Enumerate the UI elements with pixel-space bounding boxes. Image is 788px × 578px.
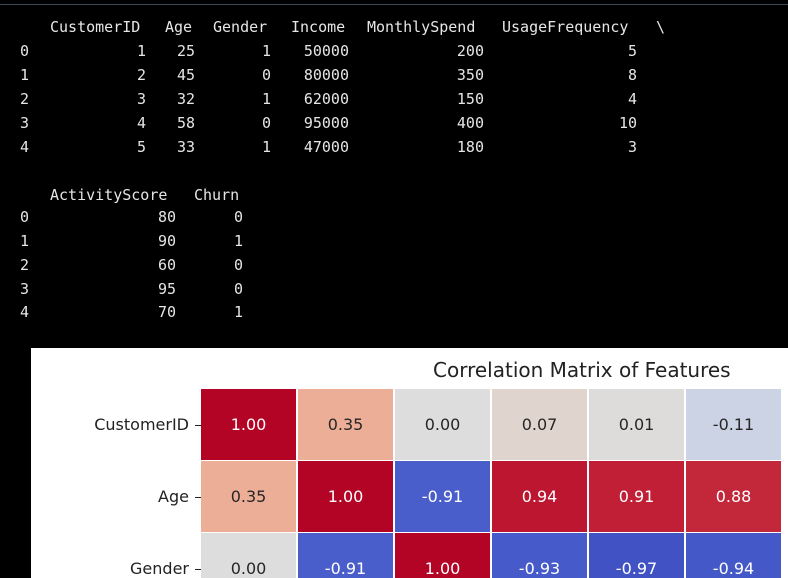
cell-gender: 0	[261, 114, 271, 132]
col-header-activityscore: ActivityScore	[50, 186, 168, 204]
cell-churn: 0	[233, 280, 243, 298]
heatmap-cell: 0.94	[492, 461, 588, 533]
cell-churn: 1	[233, 303, 243, 321]
row-index: 1	[20, 232, 30, 250]
row-index: 1	[20, 66, 30, 84]
cell-customerid: 3	[136, 90, 146, 108]
row-index: 0	[20, 208, 30, 226]
heatmap-cell: 0.07	[492, 389, 588, 461]
row-index: 2	[20, 256, 30, 274]
cell-customerid: 5	[136, 138, 146, 156]
cell-income: 95000	[303, 114, 349, 132]
cell-income: 50000	[303, 42, 349, 60]
console-output: CustomerID Age Gender Income MonthlySpen…	[20, 18, 666, 321]
cell-monthlyspend: 180	[456, 138, 484, 156]
cell-activityscore: 60	[157, 256, 176, 274]
cell-age: 33	[176, 138, 195, 156]
y-tick-label: Gender	[130, 559, 189, 578]
heatmap-cell: 0.35	[201, 461, 297, 533]
heatmap-cell: 1.00	[298, 461, 394, 533]
heatmap-cell: -0.11	[686, 389, 782, 461]
col-header-usagefrequency: UsageFrequency	[502, 18, 629, 36]
cell-income: 80000	[303, 66, 349, 84]
cell-usagefrequency: 4	[627, 90, 637, 108]
heatmap-cell: 0.88	[686, 461, 782, 533]
cell-activityscore: 80	[157, 208, 176, 226]
col-header-monthlyspend: MonthlySpend	[367, 18, 476, 36]
cell-activityscore: 70	[157, 303, 176, 321]
cell-income: 47000	[303, 138, 349, 156]
cell-activityscore: 90	[157, 232, 176, 250]
cell-activityscore: 95	[157, 280, 176, 298]
heatmap-cell: 0.00	[395, 389, 491, 461]
cell-monthlyspend: 150	[456, 90, 484, 108]
row-index: 3	[20, 280, 30, 298]
heatmap-cell: -0.91	[395, 461, 491, 533]
y-tick	[195, 425, 201, 426]
heatmap-cell: 0.01	[589, 389, 685, 461]
output-area-border	[0, 0, 788, 5]
heatmap-cell: -0.97	[589, 533, 685, 578]
cell-age: 58	[176, 114, 195, 132]
col-header-customerid: CustomerID	[50, 18, 141, 36]
heatmap-cell: 1.00	[395, 533, 491, 578]
y-tick	[195, 497, 201, 498]
cell-gender: 1	[261, 90, 271, 108]
cell-usagefrequency: 5	[627, 42, 637, 60]
row-index: 4	[20, 138, 30, 156]
cell-income: 62000	[303, 90, 349, 108]
heatmap-cell: 0.91	[589, 461, 685, 533]
y-tick-label: Age	[158, 487, 189, 506]
cell-age: 25	[176, 42, 195, 60]
row-index: 2	[20, 90, 30, 108]
cell-usagefrequency: 10	[618, 114, 637, 132]
cell-gender: 1	[261, 138, 271, 156]
cell-gender: 1	[261, 42, 271, 60]
heatmap-cell: -0.94	[686, 533, 782, 578]
cell-monthlyspend: 200	[456, 42, 484, 60]
y-tick-label: CustomerID	[94, 415, 189, 434]
heatmap-cell: 0.00	[201, 533, 297, 578]
row-index: 4	[20, 303, 30, 321]
cell-churn: 0	[233, 256, 243, 274]
cell-churn: 1	[233, 232, 243, 250]
cell-age: 45	[176, 66, 195, 84]
col-header-gender: Gender	[213, 18, 268, 36]
correlation-heatmap-figure: Correlation Matrix of Features CustomerI…	[31, 348, 788, 578]
cell-usagefrequency: 3	[627, 138, 637, 156]
cell-churn: 0	[233, 208, 243, 226]
cell-customerid: 1	[136, 42, 146, 60]
cell-monthlyspend: 400	[456, 114, 484, 132]
y-tick	[195, 569, 201, 570]
col-header-age: Age	[165, 18, 193, 36]
cell-usagefrequency: 8	[627, 66, 637, 84]
cell-customerid: 2	[136, 66, 146, 84]
col-header-income: Income	[291, 18, 346, 36]
chart-title: Correlation Matrix of Features	[433, 358, 731, 382]
cell-monthlyspend: 350	[456, 66, 484, 84]
cell-gender: 0	[261, 66, 271, 84]
row-index: 3	[20, 114, 30, 132]
heatmap-cell: -0.93	[492, 533, 588, 578]
heatmap-cell: 1.00	[201, 389, 297, 461]
heatmap-cell: -0.91	[298, 533, 394, 578]
line-continuation: \	[656, 18, 666, 36]
cell-age: 32	[176, 90, 195, 108]
heatmap-cell: 0.35	[298, 389, 394, 461]
col-header-churn: Churn	[194, 186, 240, 204]
row-index: 0	[20, 42, 30, 60]
cell-customerid: 4	[136, 114, 146, 132]
